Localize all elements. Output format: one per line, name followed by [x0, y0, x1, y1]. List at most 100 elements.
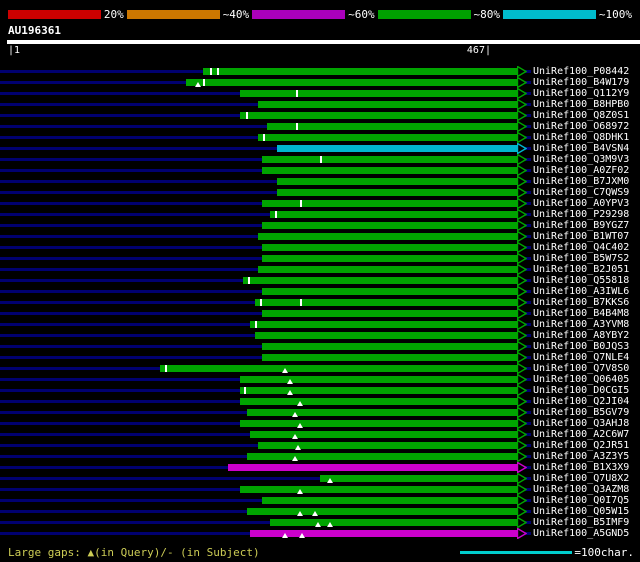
alignment-bar[interactable] [227, 462, 527, 473]
hit-label[interactable]: UniRef100_Q2JR51 [533, 440, 630, 451]
hit-label[interactable]: UniRef100_Q8DHK1 [533, 132, 630, 143]
alignment-bar[interactable] [261, 341, 527, 352]
alignment-bar[interactable] [261, 286, 527, 297]
alignment-bar[interactable] [240, 418, 527, 429]
alignment-bar[interactable] [261, 242, 527, 253]
alignment-bar[interactable] [246, 407, 527, 418]
alignment-bar[interactable] [254, 330, 527, 341]
hit-label[interactable]: UniRef100_P29298 [533, 209, 630, 220]
hit-label[interactable]: UniRef100_B4W179 [533, 77, 630, 88]
hit-label[interactable]: UniRef100_B1X3X9 [533, 462, 630, 473]
alignment-bar[interactable] [261, 308, 527, 319]
hit-row: UniRef100_D0CGI5 [0, 385, 640, 396]
alignment-bar[interactable] [202, 66, 527, 77]
hit-label[interactable]: UniRef100_Q7U8X2 [533, 473, 630, 484]
hit-label[interactable]: UniRef100_B9YGZ7 [533, 220, 630, 231]
alignment-bar[interactable] [277, 187, 527, 198]
hit-label[interactable]: UniRef100_Q112Y9 [533, 88, 630, 99]
hit-label[interactable]: UniRef100_A5GND5 [533, 528, 630, 539]
alignment-bar[interactable] [277, 143, 527, 154]
hit-label[interactable]: UniRef100_Q06405 [533, 374, 630, 385]
alignment-bar[interactable] [258, 440, 527, 451]
hit-label[interactable]: UniRef100_Q0I7Q5 [533, 495, 630, 506]
alignment-bar[interactable] [269, 209, 527, 220]
alignment-bar[interactable] [277, 176, 527, 187]
hit-label[interactable]: UniRef100_A8YBY2 [533, 330, 630, 341]
hit-label[interactable]: UniRef100_B8HPB0 [533, 99, 630, 110]
hit-label[interactable]: UniRef100_A3Z3Y5 [533, 451, 630, 462]
hit-label[interactable]: UniRef100_Q05W15 [533, 506, 630, 517]
hit-label[interactable]: UniRef100_Q7V8S0 [533, 363, 630, 374]
arrow-head-icon [517, 198, 527, 209]
alignment-bar[interactable] [250, 528, 527, 539]
hit-label[interactable]: UniRef100_B5GV79 [533, 407, 630, 418]
alignment-bar[interactable] [258, 132, 527, 143]
alignment-bar[interactable] [185, 77, 527, 88]
hit-label[interactable]: UniRef100_Q4C402 [533, 242, 630, 253]
hit-label[interactable]: UniRef100_O68972 [533, 121, 630, 132]
alignment-bar[interactable] [254, 297, 527, 308]
alignment-bar[interactable] [240, 374, 527, 385]
alignment-bar[interactable] [267, 121, 527, 132]
alignment-bar[interactable] [258, 264, 527, 275]
alignment-bar[interactable] [320, 473, 527, 484]
hit-label[interactable]: UniRef100_B4B4M8 [533, 308, 630, 319]
alignment-bar[interactable] [243, 275, 527, 286]
arrow-head-icon [517, 220, 527, 231]
alignment-bar[interactable] [261, 352, 527, 363]
alignment-bar[interactable] [258, 99, 527, 110]
arrow-head-icon [517, 495, 527, 506]
hit-label[interactable]: UniRef100_P08442 [533, 66, 630, 77]
alignment-bar[interactable] [246, 451, 527, 462]
hit-row: UniRef100_A5GND5 [0, 528, 640, 539]
alignment-bar[interactable] [240, 110, 527, 121]
hit-label[interactable]: UniRef100_B1WT07 [533, 231, 630, 242]
hit-label[interactable]: UniRef100_A3IWL6 [533, 286, 630, 297]
arrow-head-icon [517, 143, 527, 154]
query-gap-triangle-icon [297, 489, 303, 494]
alignment-bar[interactable] [261, 253, 527, 264]
alignment-bar[interactable] [240, 396, 527, 407]
hit-label[interactable]: UniRef100_B7KKS6 [533, 297, 630, 308]
alignment-bar[interactable] [250, 429, 527, 440]
hit-label[interactable]: UniRef100_B4VSN4 [533, 143, 630, 154]
hit-label[interactable]: UniRef100_C7QWS9 [533, 187, 630, 198]
subject-gap-tick [209, 68, 212, 75]
hit-track [0, 242, 531, 253]
hit-label[interactable]: UniRef100_B0JQS3 [533, 341, 630, 352]
hit-label[interactable]: UniRef100_B2J051 [533, 264, 630, 275]
hit-label[interactable]: UniRef100_Q3AZM8 [533, 484, 630, 495]
alignment-bar[interactable] [240, 385, 527, 396]
hit-label[interactable]: UniRef100_B7JXM0 [533, 176, 630, 187]
hit-label[interactable]: UniRef100_A3YVM8 [533, 319, 630, 330]
hit-label[interactable]: UniRef100_Q3M9V3 [533, 154, 630, 165]
hit-label[interactable]: UniRef100_A0YPV3 [533, 198, 630, 209]
hit-label[interactable]: UniRef100_Q7NLE4 [533, 352, 630, 363]
hit-label[interactable]: UniRef100_A0ZF02 [533, 165, 630, 176]
hit-track [0, 506, 531, 517]
alignment-bar[interactable] [159, 363, 527, 374]
alignment-bar[interactable] [240, 88, 527, 99]
alignment-bar[interactable] [240, 484, 527, 495]
alignment-bar[interactable] [250, 319, 527, 330]
hit-track [0, 143, 531, 154]
hit-label[interactable]: UniRef100_B5W7S2 [533, 253, 630, 264]
hit-label[interactable]: UniRef100_Q8Z0S1 [533, 110, 630, 121]
hit-label[interactable]: UniRef100_Q2JI04 [533, 396, 630, 407]
alignment-bar[interactable] [261, 220, 527, 231]
alignment-bar[interactable] [261, 495, 527, 506]
arrow-head-icon [517, 308, 527, 319]
alignment-bar[interactable] [258, 231, 527, 242]
alignment-bar[interactable] [246, 506, 527, 517]
hit-label[interactable]: UniRef100_A2C6W7 [533, 429, 630, 440]
alignment-bar[interactable] [261, 154, 527, 165]
hit-label[interactable]: UniRef100_B5IMF9 [533, 517, 630, 528]
arrow-head-icon [517, 363, 527, 374]
alignment-bar[interactable] [261, 165, 527, 176]
arrow-head-icon [517, 66, 527, 77]
alignment-bar[interactable] [269, 517, 527, 528]
hit-label[interactable]: UniRef100_Q3AHJ8 [533, 418, 630, 429]
hit-label[interactable]: UniRef100_D0CGI5 [533, 385, 630, 396]
hit-label[interactable]: UniRef100_Q55818 [533, 275, 630, 286]
alignment-bar[interactable] [261, 198, 527, 209]
